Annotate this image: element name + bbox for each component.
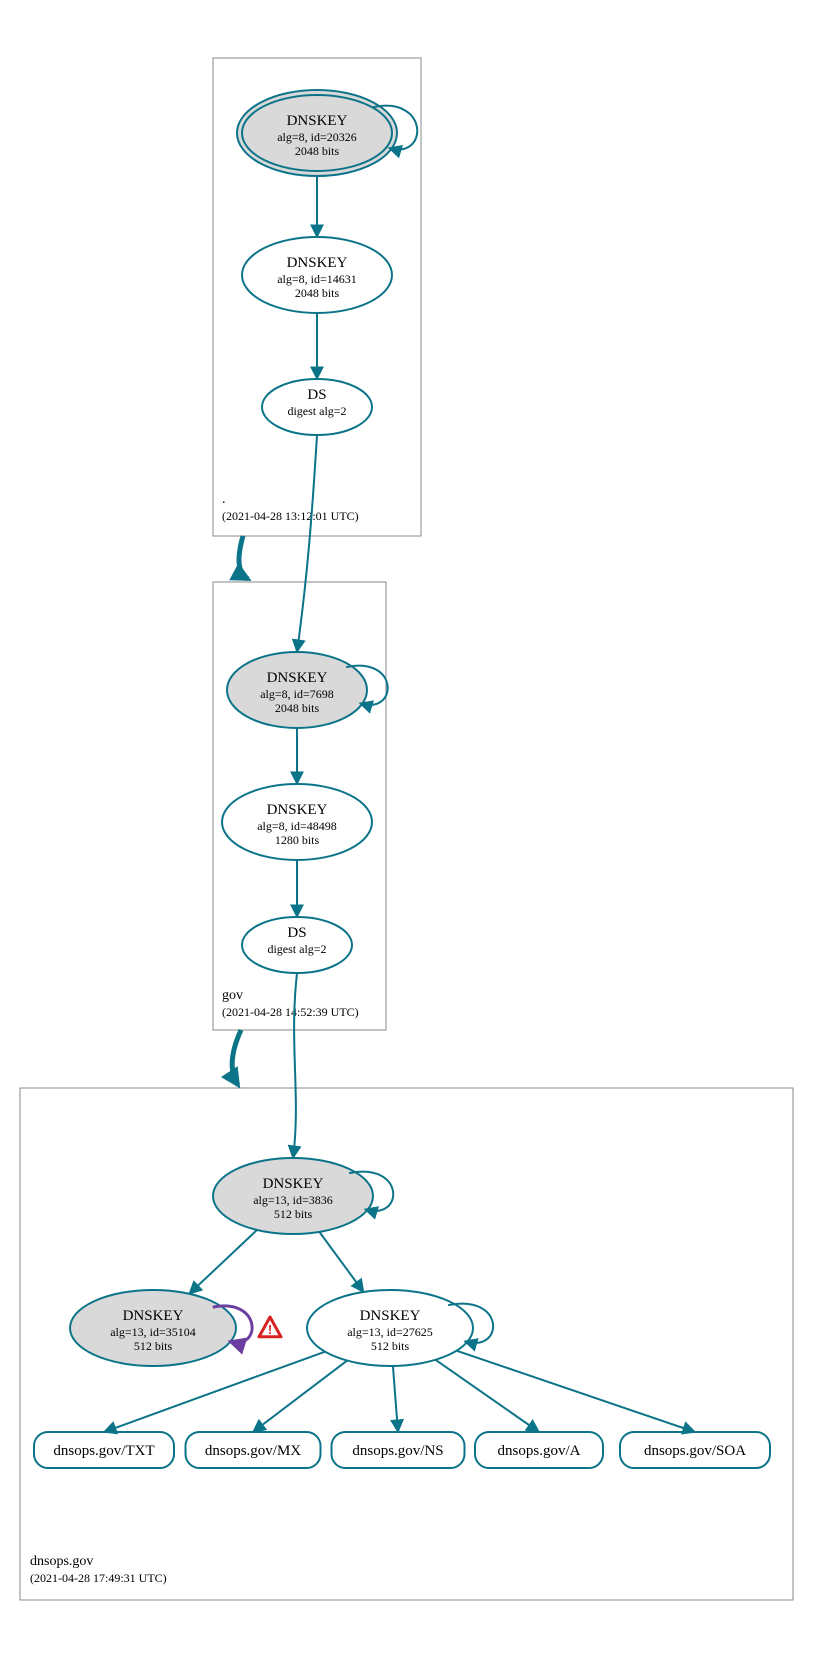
edge-govds-dnsopsksk	[293, 973, 297, 1158]
node-gov_ksk-title: DNSKEY	[267, 670, 328, 686]
edge-zsk-record-2	[393, 1366, 398, 1432]
node-dnsops_key2-line2: alg=13, id=35104	[110, 1325, 196, 1339]
delegation-root-gov	[239, 536, 248, 579]
node-dnsops_zsk-line2: alg=13, id=27625	[347, 1325, 433, 1339]
zone-gov: gov (2021-04-28 14:52:39 UTC)	[222, 988, 359, 1019]
node-root_ds: DSdigest alg=2	[262, 379, 372, 435]
node-root_zsk: DNSKEYalg=8, id=146312048 bits	[242, 237, 392, 313]
node-root_ksk-title: DNSKEY	[287, 113, 348, 129]
edge-dnsops_ksk-dnsops_key2	[189, 1230, 257, 1294]
node-dnsops_key2: DNSKEYalg=13, id=35104512 bits	[70, 1290, 236, 1366]
edge-rootds-govksk	[297, 435, 317, 652]
edge-zsk-record-1	[253, 1361, 347, 1432]
node-gov_zsk-title: DNSKEY	[267, 802, 328, 818]
node-gov_ds: DSdigest alg=2	[242, 917, 352, 973]
node-gov_ds-title: DS	[287, 925, 306, 941]
node-gov_zsk-line3: 1280 bits	[275, 833, 320, 847]
node-gov_zsk-line2: alg=8, id=48498	[257, 819, 337, 833]
node-gov_zsk: DNSKEYalg=8, id=484981280 bits	[222, 784, 372, 860]
node-dnsops_ksk-title: DNSKEY	[263, 1176, 324, 1192]
node-dnsops_zsk-title: DNSKEY	[360, 1308, 421, 1324]
zone-dnsops: dnsops.gov (2021-04-28 17:49:31 UTC)	[30, 1554, 167, 1585]
node-dnsops_key2-line3: 512 bits	[134, 1339, 173, 1353]
record-label-1: dnsops.gov/MX	[205, 1443, 301, 1459]
node-dnsops_key2-title: DNSKEY	[123, 1308, 184, 1324]
node-dnsops_ksk: DNSKEYalg=13, id=3836512 bits	[213, 1158, 393, 1234]
node-root_ksk-line3: 2048 bits	[295, 144, 340, 158]
warning-icon-bang: !	[268, 1322, 272, 1337]
node-root_zsk-line2: alg=8, id=14631	[277, 272, 357, 286]
zone-dnsops-label: dnsops.gov	[30, 1554, 93, 1569]
delegation-gov-dnsops	[232, 1030, 241, 1085]
node-root_zsk-title: DNSKEY	[287, 255, 348, 271]
node-root_ds-line2: digest alg=2	[287, 404, 346, 418]
edge-dnsops_ksk-dnsops_zsk	[319, 1232, 363, 1292]
record-label-3: dnsops.gov/A	[498, 1443, 581, 1459]
node-gov_ksk-line2: alg=8, id=7698	[260, 687, 334, 701]
edge-zsk-record-4	[457, 1351, 695, 1432]
zone-gov-sublabel: (2021-04-28 14:52:39 UTC)	[222, 1005, 359, 1019]
zone-dnsops-sublabel: (2021-04-28 17:49:31 UTC)	[30, 1571, 167, 1585]
record-label-2: dnsops.gov/NS	[352, 1443, 443, 1459]
zone-root-sublabel: (2021-04-28 13:12:01 UTC)	[222, 509, 359, 523]
record-label-0: dnsops.gov/TXT	[53, 1443, 154, 1459]
node-root_zsk-line3: 2048 bits	[295, 286, 340, 300]
edge-zsk-record-3	[436, 1360, 539, 1432]
record-label-4: dnsops.gov/SOA	[644, 1443, 746, 1459]
node-dnsops_zsk-line3: 512 bits	[371, 1339, 410, 1353]
node-dnsops_ksk-line2: alg=13, id=3836	[253, 1193, 333, 1207]
zone-gov-label: gov	[222, 988, 243, 1003]
zone-root-label: .	[222, 492, 226, 507]
node-gov_ds-line2: digest alg=2	[267, 942, 326, 956]
node-root_ksk: DNSKEYalg=8, id=203262048 bits	[237, 90, 417, 176]
node-gov_ksk: DNSKEYalg=8, id=76982048 bits	[227, 652, 388, 728]
node-dnsops_ksk-line3: 512 bits	[274, 1207, 313, 1221]
node-gov_ksk-line3: 2048 bits	[275, 701, 320, 715]
node-root_ds-title: DS	[307, 387, 326, 403]
zone-root: . (2021-04-28 13:12:01 UTC)	[222, 492, 359, 523]
node-root_ksk-line2: alg=8, id=20326	[277, 130, 357, 144]
dnssec-authgraph: . (2021-04-28 13:12:01 UTC) gov (2021-04…	[0, 0, 813, 1660]
